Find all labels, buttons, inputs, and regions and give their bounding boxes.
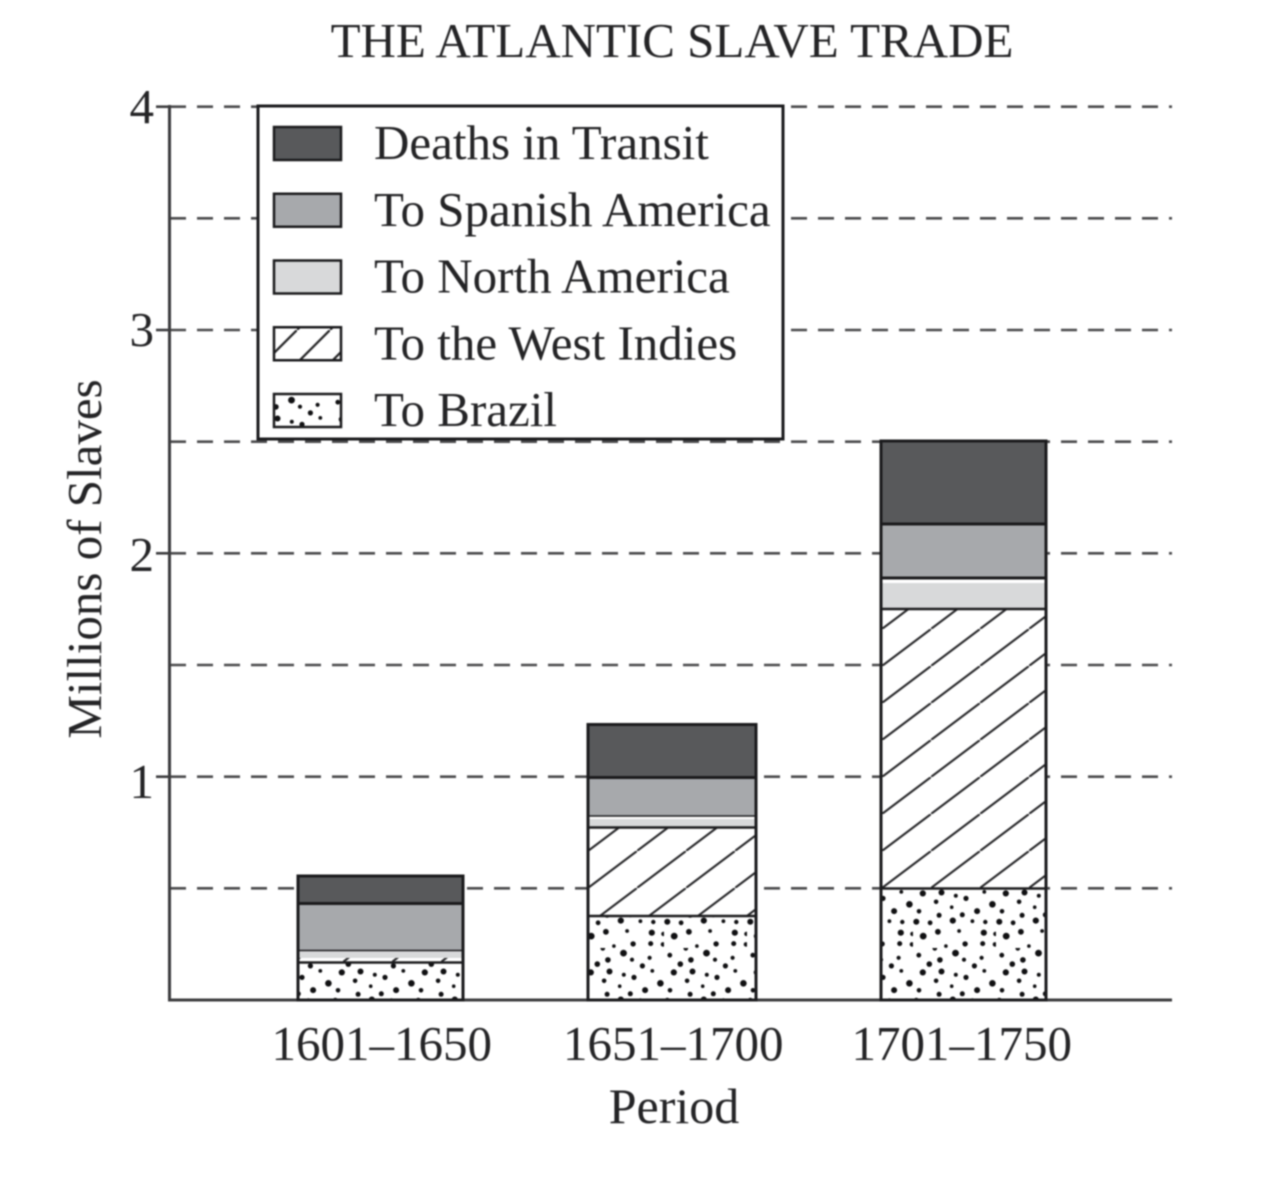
svg-text:3: 3 <box>130 302 155 357</box>
svg-text:1701–1750: 1701–1750 <box>851 1016 1072 1071</box>
svg-text:Period: Period <box>609 1078 740 1134</box>
svg-text:THE ATLANTIC SLAVE TRADE: THE ATLANTIC SLAVE TRADE <box>331 13 1014 68</box>
svg-text:Deaths in Transit: Deaths in Transit <box>374 115 709 170</box>
svg-text:4: 4 <box>130 79 155 134</box>
svg-text:1601–1650: 1601–1650 <box>271 1016 492 1071</box>
svg-text:1651–1700: 1651–1700 <box>563 1016 784 1071</box>
svg-text:Millions of Slaves: Millions of Slaves <box>57 379 112 738</box>
svg-text:To the West Indies: To the West Indies <box>374 315 737 370</box>
svg-text:To North America: To North America <box>374 249 730 304</box>
svg-text:2: 2 <box>130 527 155 582</box>
svg-text:1: 1 <box>130 754 155 809</box>
svg-text:To Brazil: To Brazil <box>374 382 557 437</box>
svg-text:To Spanish America: To Spanish America <box>374 182 771 237</box>
